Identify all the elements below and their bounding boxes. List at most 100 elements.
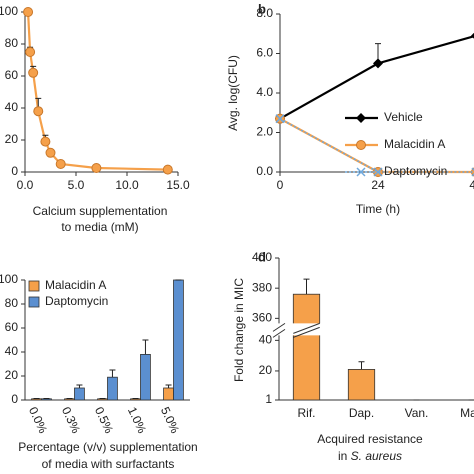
- axis-break: [293, 322, 320, 338]
- x-tick-label: 48: [469, 178, 474, 192]
- y-tick-label: 40: [5, 344, 19, 358]
- y-tick-label: 60: [5, 68, 19, 82]
- y-tick-label: 6.0: [256, 46, 273, 60]
- x-axis-label: Time (h): [356, 202, 400, 216]
- x-tick-label: 0.0: [17, 178, 34, 192]
- marker: [40, 136, 51, 147]
- bar: [41, 398, 52, 401]
- legend-label: Daptomycin: [45, 294, 108, 308]
- marker: [33, 106, 44, 117]
- y-tick-label: 380: [252, 280, 272, 294]
- x-tick-label: Rif.: [298, 406, 316, 420]
- bar: [347, 369, 376, 401]
- x-tick-label: 0.0%: [26, 405, 50, 436]
- bar: [130, 398, 141, 401]
- x-tick-label: Van.: [405, 406, 429, 420]
- x-axis-label: to media (mM): [61, 220, 138, 234]
- y-tick-label: 2.0: [256, 125, 273, 139]
- x-tick-label: 0: [277, 178, 284, 192]
- series-line: [279, 118, 474, 173]
- x-tick-label: 1.0%: [125, 405, 149, 436]
- error-bar: [358, 361, 365, 370]
- legend-marker: [356, 167, 366, 177]
- marker: [162, 164, 173, 175]
- y-tick-label: 20: [259, 363, 273, 377]
- legend-swatch: [28, 280, 40, 292]
- legend-marker: [356, 113, 366, 123]
- x-tick-label: 0.5%: [92, 405, 116, 436]
- x-tick-label: 5.0%: [158, 405, 182, 436]
- series-line: [279, 35, 474, 120]
- y-tick-label: 0: [11, 392, 18, 406]
- y-tick-label: 40: [5, 100, 19, 114]
- x-axis-label: Acquired resistance: [317, 432, 423, 446]
- axis-break-gap: [273, 323, 474, 336]
- bar: [64, 398, 75, 401]
- legend-label: Malacidin A: [45, 278, 106, 292]
- marker: [471, 32, 474, 39]
- x-tick-label: Mal.: [460, 406, 474, 420]
- y-tick-label: 0: [11, 164, 18, 178]
- x-axis-label: Calcium supplementation: [33, 204, 168, 218]
- y-axis-label: Fold change in MIC: [232, 278, 246, 382]
- x-axis-label: of media with surfactants: [42, 457, 175, 471]
- legend-label: Vehicle: [384, 110, 423, 124]
- x-tick-label: 15.0: [166, 178, 190, 192]
- series-line: [26, 11, 168, 171]
- y-tick-label: 4.0: [256, 85, 273, 99]
- x-tick-label: 0.3%: [59, 405, 83, 436]
- y-tick-label: 80: [5, 36, 19, 50]
- marker: [45, 147, 56, 158]
- marker: [28, 67, 39, 78]
- y-tick-label: 20: [5, 132, 19, 146]
- x-axis-label: Percentage (v/v) supplementation: [18, 440, 197, 454]
- bar: [74, 387, 85, 401]
- y-tick-label: 100: [0, 4, 18, 18]
- x-axis-label-part: in: [338, 449, 347, 463]
- legend-label: Daptomycin: [384, 164, 447, 178]
- error-bar: [76, 384, 83, 388]
- x-tick-label: 24: [371, 178, 385, 192]
- bar: [173, 279, 184, 401]
- bar: [163, 387, 174, 401]
- error-bar: [165, 384, 172, 388]
- bar: [140, 353, 151, 401]
- marker: [373, 58, 383, 69]
- panel-label: d: [258, 249, 266, 264]
- marker: [275, 114, 285, 124]
- marker: [23, 7, 34, 17]
- marker: [55, 159, 66, 169]
- x-axis-label: in S. aureus: [338, 449, 402, 463]
- bar: [107, 376, 118, 401]
- y-tick-label: 360: [252, 311, 272, 325]
- bar: [97, 398, 108, 401]
- legend-label: Malacidin A: [384, 137, 445, 151]
- bar: [31, 398, 42, 401]
- y-tick-label: 20: [5, 368, 19, 382]
- y-axis-label: Avg. log(CFU): [226, 55, 240, 131]
- legend-swatch: [28, 296, 40, 308]
- marker: [25, 47, 36, 57]
- y-tick-label: 0.0: [256, 164, 273, 178]
- y-tick-label: 1: [265, 392, 272, 406]
- y-tick-label: 400: [252, 250, 272, 264]
- legend-marker: [356, 140, 366, 150]
- x-tick-label: 5.0: [68, 178, 85, 192]
- marker: [91, 163, 102, 173]
- bar: [292, 293, 321, 401]
- error-bar: [303, 278, 310, 295]
- y-tick-label: 60: [5, 320, 19, 334]
- y-tick-label: 8.0: [256, 6, 273, 20]
- y-tick-label: 40: [259, 333, 273, 347]
- y-tick-label: 100: [0, 272, 18, 286]
- marker: [471, 167, 474, 177]
- panel-label: b: [258, 1, 266, 16]
- y-tick-label: 80: [5, 296, 19, 310]
- x-tick-label: Dap.: [349, 406, 374, 420]
- x-tick-label: 10.0: [115, 178, 139, 192]
- axis-break: [272, 322, 286, 338]
- error-bar: [142, 339, 149, 355]
- error-bar: [109, 369, 116, 378]
